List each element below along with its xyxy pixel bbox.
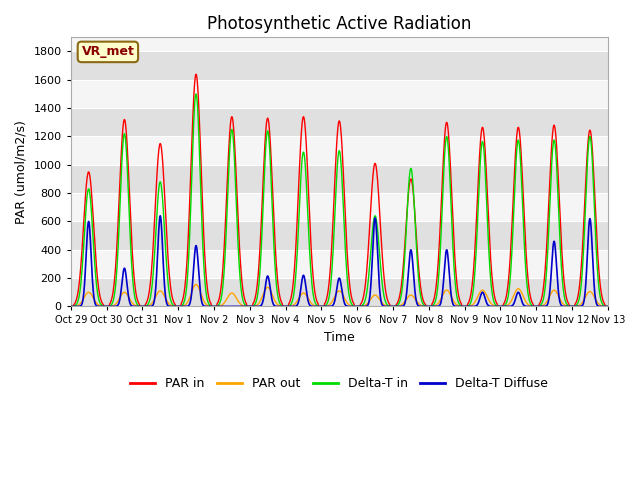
Bar xyxy=(70,250,608,278)
X-axis label: Time: Time xyxy=(324,331,355,344)
Bar xyxy=(70,136,608,165)
Legend: PAR in, PAR out, Delta-T in, Delta-T Diffuse: PAR in, PAR out, Delta-T in, Delta-T Dif… xyxy=(125,372,554,395)
Bar xyxy=(70,221,608,250)
Y-axis label: PAR (umol/m2/s): PAR (umol/m2/s) xyxy=(15,120,28,224)
Bar xyxy=(70,278,608,306)
Text: VR_met: VR_met xyxy=(81,46,134,59)
Bar xyxy=(70,165,608,193)
Bar xyxy=(70,80,608,108)
Bar xyxy=(70,108,608,136)
Bar xyxy=(70,51,608,80)
Title: Photosynthetic Active Radiation: Photosynthetic Active Radiation xyxy=(207,15,472,33)
Bar xyxy=(70,193,608,221)
